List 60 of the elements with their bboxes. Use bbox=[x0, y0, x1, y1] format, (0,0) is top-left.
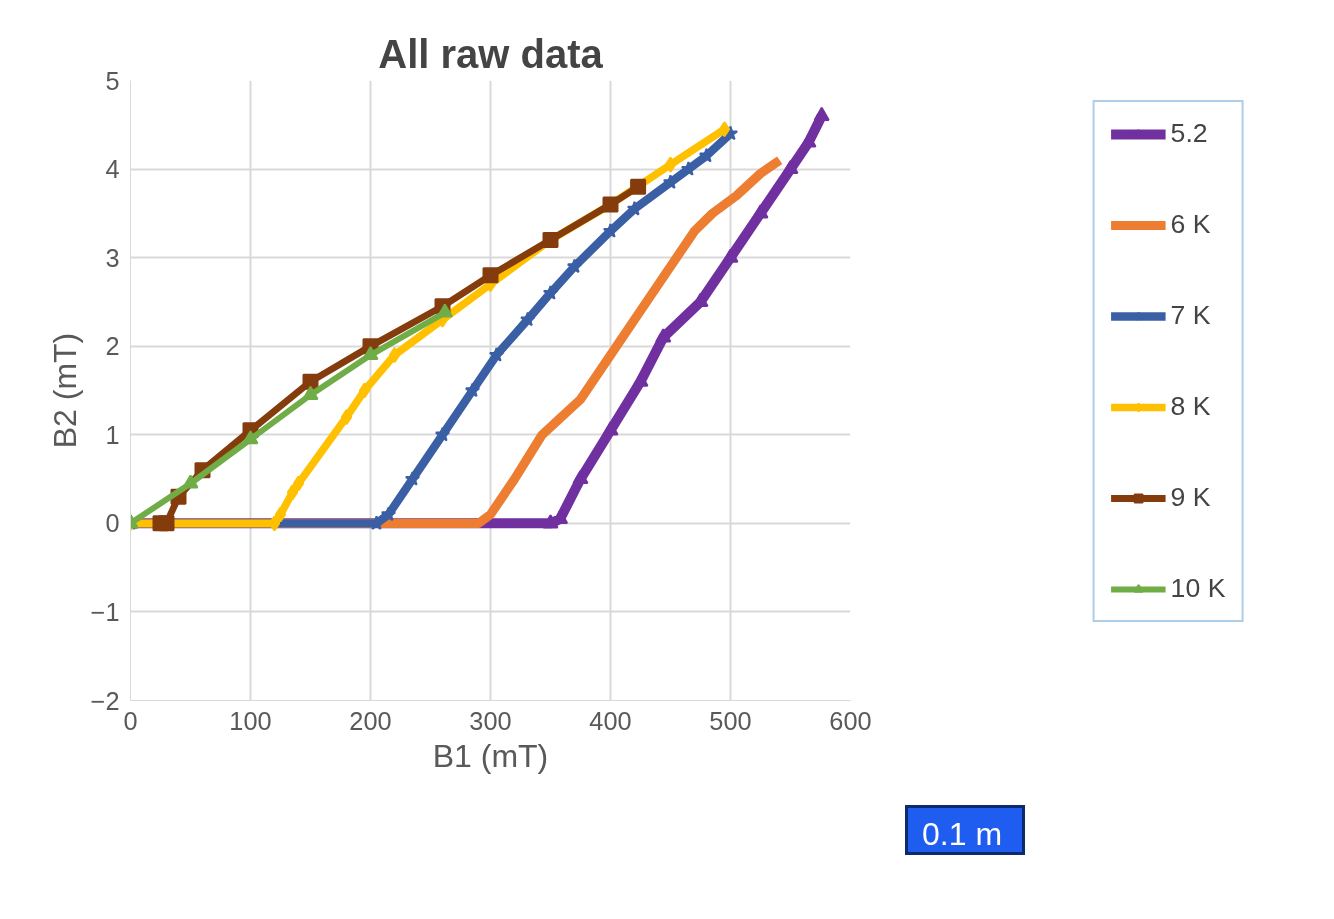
x-tick-label: 300 bbox=[469, 706, 512, 735]
point bbox=[572, 469, 589, 485]
point bbox=[182, 474, 199, 489]
point bbox=[302, 373, 319, 390]
point bbox=[520, 311, 536, 327]
point bbox=[542, 285, 559, 300]
x-tick-label: 100 bbox=[229, 706, 272, 735]
point bbox=[655, 328, 672, 343]
y-tick-label: −2 bbox=[90, 686, 120, 715]
point bbox=[718, 121, 731, 138]
point bbox=[242, 430, 259, 445]
point bbox=[482, 267, 499, 284]
legend-label: 7 K bbox=[1170, 300, 1211, 331]
legend-label: 10 K bbox=[1170, 573, 1226, 604]
point bbox=[274, 506, 287, 523]
point bbox=[388, 347, 401, 364]
x-tick-label: 400 bbox=[589, 706, 632, 735]
y-tick-label: 1 bbox=[105, 420, 120, 449]
point bbox=[434, 426, 451, 442]
y-tick-label: 2 bbox=[105, 332, 120, 361]
point bbox=[404, 471, 421, 486]
point bbox=[340, 409, 353, 426]
point bbox=[602, 421, 619, 436]
legend-label: 6 K bbox=[1170, 209, 1211, 240]
y-tick-label: 5 bbox=[105, 66, 120, 95]
point bbox=[752, 204, 769, 219]
point bbox=[602, 223, 619, 238]
legend-label: 8 K bbox=[1170, 391, 1211, 422]
x-tick-label: 0 bbox=[123, 706, 138, 735]
point bbox=[632, 372, 649, 387]
x-tick-label: 500 bbox=[709, 706, 752, 735]
y-tick-label: 4 bbox=[105, 155, 120, 184]
point bbox=[158, 515, 175, 532]
point bbox=[698, 147, 715, 163]
y-tick-label: 0 bbox=[105, 509, 120, 538]
text: 0.1 m bbox=[922, 815, 1003, 854]
point bbox=[292, 475, 305, 492]
point bbox=[362, 345, 379, 361]
legend-label: 5.2 bbox=[1170, 118, 1208, 149]
point bbox=[664, 156, 677, 173]
point bbox=[800, 133, 817, 148]
point bbox=[488, 347, 505, 362]
x-tick-label: 600 bbox=[829, 706, 872, 735]
y-tick-label: 3 bbox=[105, 243, 120, 272]
y-axis-title: B2 (mT) bbox=[46, 332, 83, 449]
chart-title: All raw data bbox=[378, 31, 604, 76]
point bbox=[722, 248, 739, 263]
point bbox=[358, 382, 371, 399]
point bbox=[286, 484, 299, 501]
x-tick-label: 200 bbox=[349, 706, 392, 735]
legend-label: 9 K bbox=[1170, 482, 1211, 513]
point bbox=[813, 106, 830, 121]
point bbox=[380, 506, 397, 522]
point bbox=[630, 178, 647, 195]
point bbox=[782, 159, 799, 175]
x-axis-title: B1 (mT) bbox=[432, 737, 549, 774]
point bbox=[302, 385, 319, 400]
point bbox=[566, 258, 583, 274]
y-tick-label: −1 bbox=[90, 597, 120, 626]
point bbox=[464, 382, 481, 398]
